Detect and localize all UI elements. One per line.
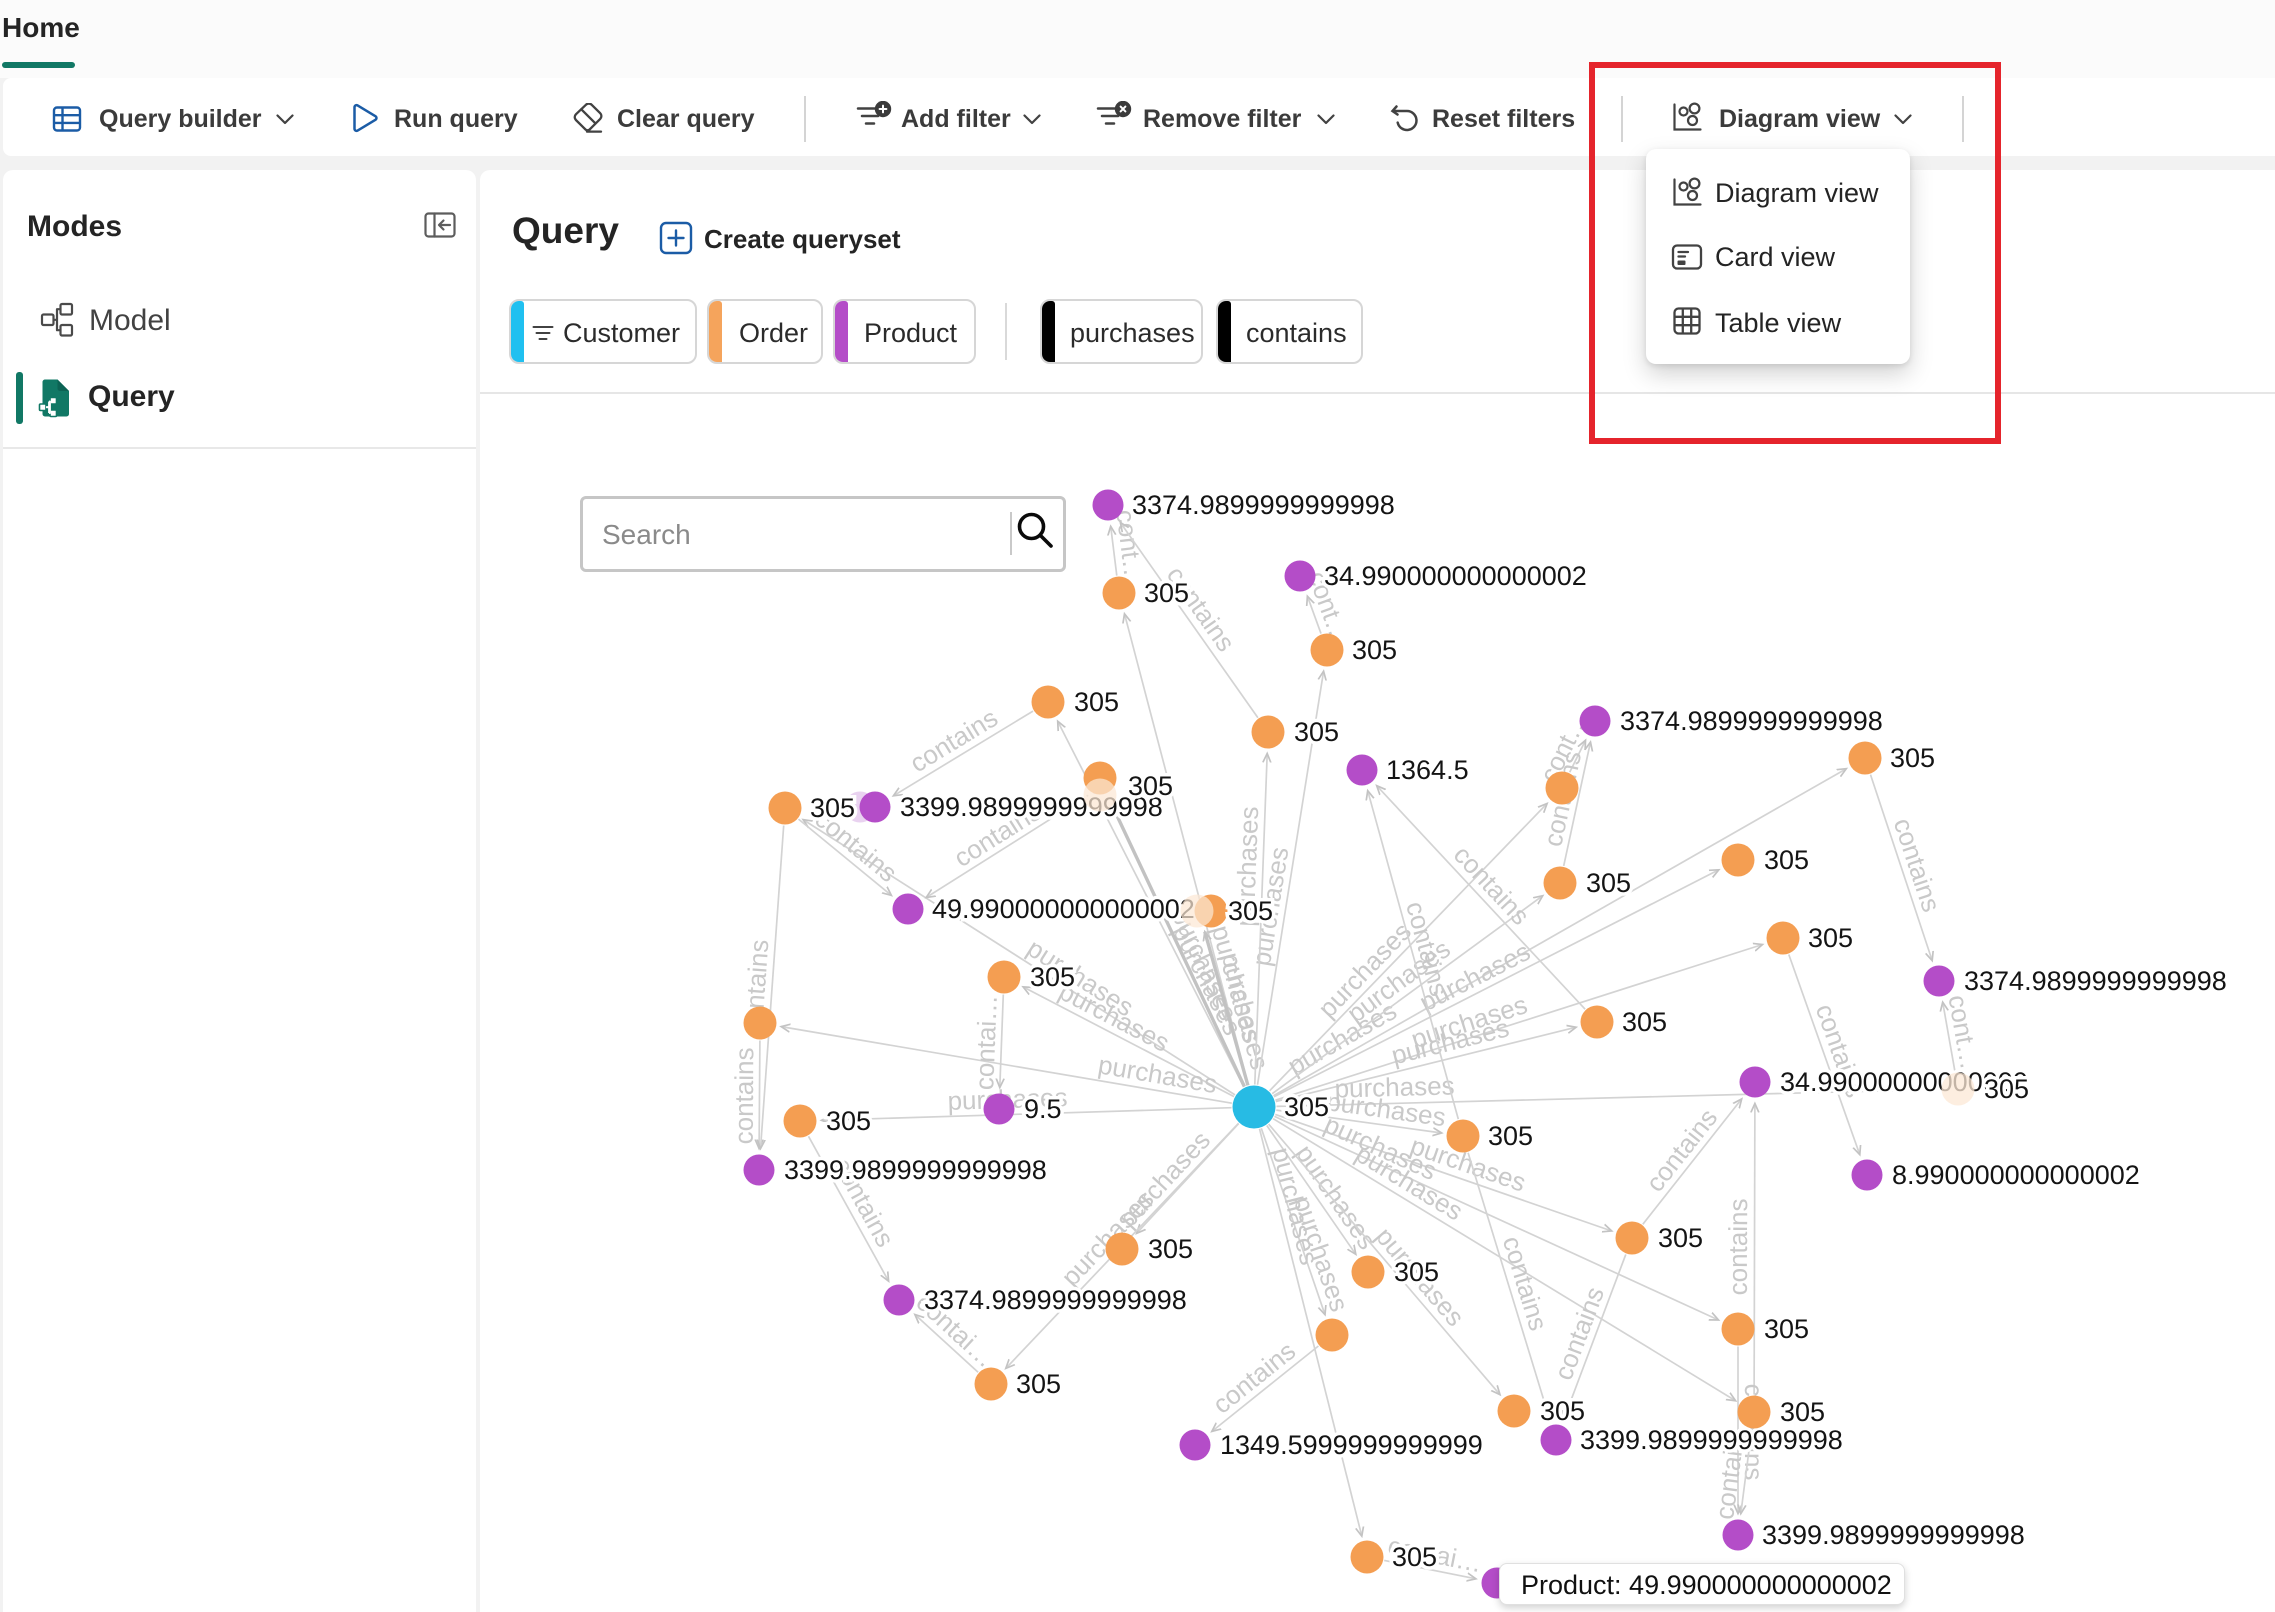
- svg-text:305: 305: [1294, 717, 1339, 747]
- svg-text:34.990000000000002: 34.990000000000002: [1324, 561, 1587, 591]
- svg-text:contains: contains: [729, 1047, 760, 1144]
- svg-text:305: 305: [1074, 687, 1119, 717]
- svg-text:contains: contains: [1888, 814, 1947, 915]
- svg-text:305: 305: [1658, 1223, 1703, 1253]
- svg-text:3399.9899999999998: 3399.9899999999998: [784, 1155, 1047, 1185]
- svg-text:305: 305: [1128, 771, 1173, 801]
- svg-text:3374.9899999999998: 3374.9899999999998: [1964, 966, 2227, 996]
- svg-text:3399.9899999999998: 3399.9899999999998: [900, 792, 1163, 822]
- svg-text:305: 305: [1284, 1092, 1329, 1122]
- svg-text:contains: contains: [1640, 1103, 1724, 1198]
- svg-text:purchases: purchases: [1334, 1070, 1455, 1103]
- svg-text:305: 305: [1780, 1397, 1825, 1427]
- svg-text:purchases: purchases: [1055, 1184, 1159, 1292]
- svg-text:305: 305: [1392, 1542, 1437, 1572]
- svg-text:305: 305: [1352, 635, 1397, 665]
- svg-text:3399.9899999999998: 3399.9899999999998: [1762, 1520, 2025, 1550]
- svg-text:305: 305: [1622, 1007, 1667, 1037]
- svg-text:contains: contains: [1723, 1198, 1753, 1295]
- svg-text:305: 305: [1030, 962, 1075, 992]
- svg-text:305: 305: [1144, 578, 1189, 608]
- svg-text:contains: contains: [1497, 1233, 1554, 1334]
- svg-text:contains: contains: [1548, 1283, 1610, 1384]
- svg-text:305: 305: [1764, 1314, 1809, 1344]
- svg-text:3374.9899999999998: 3374.9899999999998: [924, 1285, 1187, 1315]
- svg-text:8.990000000000002: 8.990000000000002: [1892, 1160, 2140, 1190]
- svg-text:34.99000000000000: 34.99000000000000: [1780, 1067, 2028, 1097]
- svg-text:305: 305: [1488, 1121, 1533, 1151]
- svg-text:305: 305: [810, 793, 855, 823]
- svg-text:305: 305: [1228, 896, 1273, 926]
- svg-text:305: 305: [1148, 1234, 1193, 1264]
- svg-text:3399.9899999999998: 3399.9899999999998: [1580, 1425, 1843, 1455]
- svg-text:305: 305: [1984, 1074, 2029, 1104]
- svg-text:contains: contains: [1448, 839, 1536, 930]
- svg-text:9.5: 9.5: [1024, 1094, 1062, 1124]
- svg-text:contai…: contai…: [969, 994, 1003, 1090]
- svg-text:1364.5: 1364.5: [1386, 755, 1469, 785]
- svg-text:305: 305: [1540, 1396, 1585, 1426]
- svg-text:contains: contains: [905, 702, 1003, 778]
- svg-text:purchases: purchases: [1230, 806, 1264, 927]
- svg-text:3374.9899999999998: 3374.9899999999998: [1132, 490, 1395, 520]
- svg-text:305: 305: [1890, 743, 1935, 773]
- svg-text:contains: contains: [1207, 1335, 1301, 1419]
- svg-text:305: 305: [1586, 868, 1631, 898]
- svg-text:49.990000000000002: 49.990000000000002: [932, 894, 1195, 924]
- svg-text:contains: contains: [1161, 561, 1241, 657]
- svg-text:305: 305: [1808, 923, 1853, 953]
- svg-text:305: 305: [1016, 1369, 1061, 1399]
- svg-text:3374.9899999999998: 3374.9899999999998: [1620, 706, 1883, 736]
- svg-text:cont…: cont…: [1942, 993, 1985, 1072]
- svg-text:305: 305: [1394, 1257, 1439, 1287]
- svg-text:305: 305: [1764, 845, 1809, 875]
- svg-text:1349.5999999999999: 1349.5999999999999: [1220, 1430, 1483, 1460]
- svg-text:305: 305: [826, 1106, 871, 1136]
